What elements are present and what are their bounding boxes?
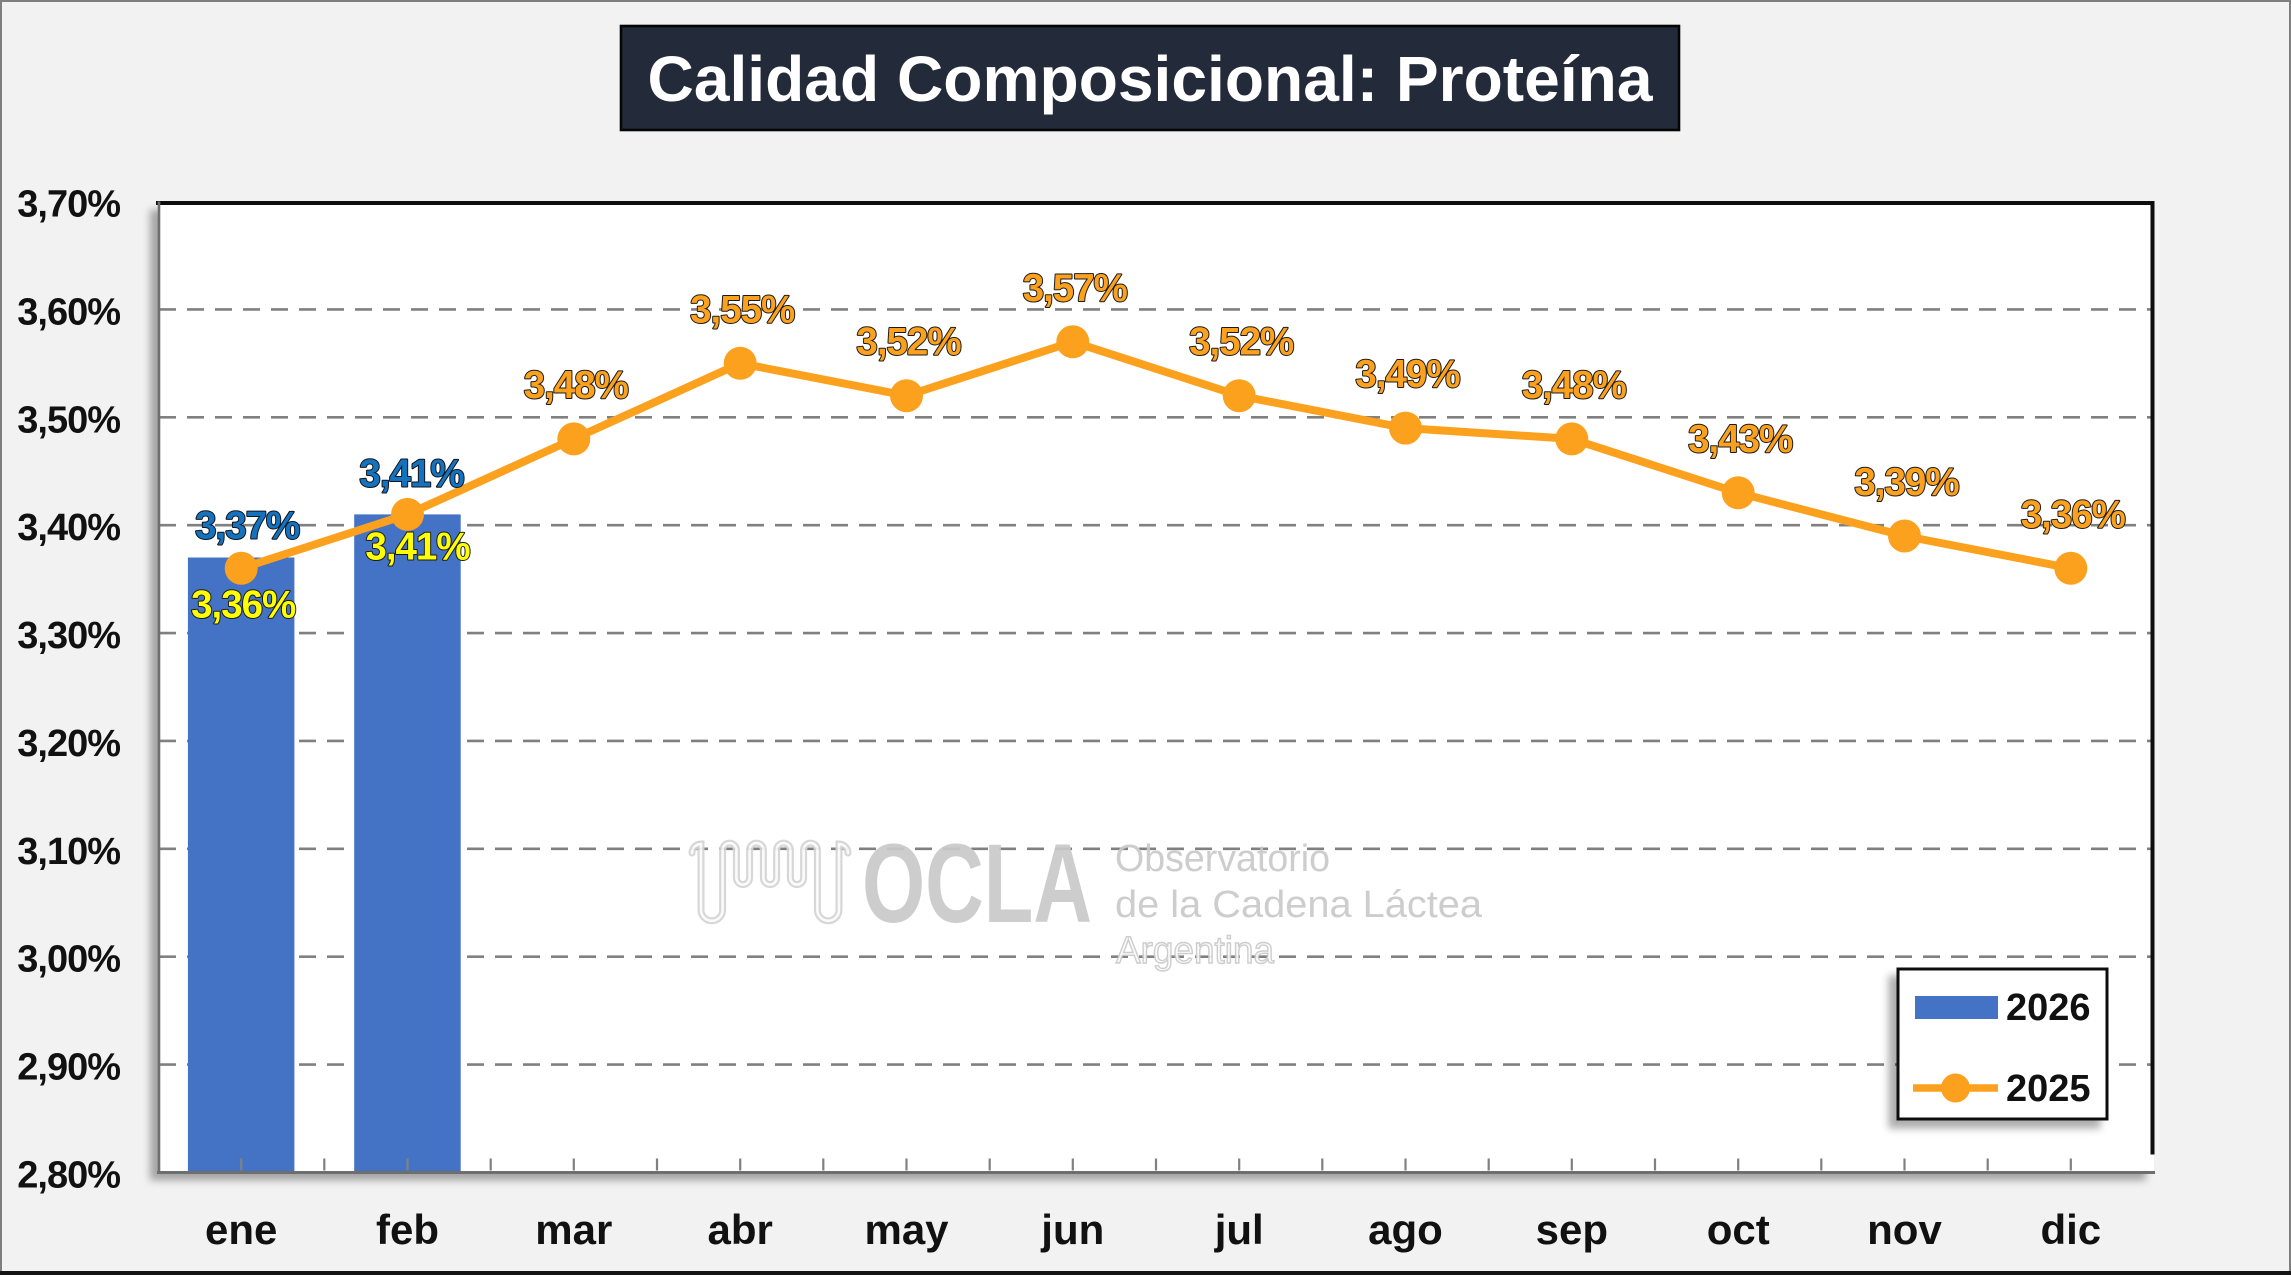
svg-text:3,70%: 3,70% <box>17 184 120 226</box>
svg-text:ago: ago <box>1368 1206 1443 1253</box>
svg-text:3,20%: 3,20% <box>17 723 120 765</box>
svg-text:3,40%: 3,40% <box>17 507 120 549</box>
svg-text:3,36%: 3,36% <box>2021 493 2126 536</box>
svg-text:2026: 2026 <box>2006 987 2091 1029</box>
svg-text:3,49%: 3,49% <box>1355 353 1460 396</box>
svg-text:de la Cadena Láctea: de la Cadena Láctea <box>1115 884 1483 926</box>
svg-text:abr: abr <box>708 1206 773 1253</box>
svg-text:3,10%: 3,10% <box>17 831 120 873</box>
svg-text:feb: feb <box>376 1206 439 1253</box>
svg-text:3,57%: 3,57% <box>1023 267 1128 310</box>
svg-text:Observatorio: Observatorio <box>1115 838 1330 880</box>
svg-text:2025: 2025 <box>2006 1068 2091 1110</box>
svg-text:3,36%: 3,36% <box>191 583 296 626</box>
svg-text:3,41%: 3,41% <box>365 525 470 568</box>
svg-text:oct: oct <box>1707 1206 1770 1253</box>
svg-text:3,30%: 3,30% <box>17 615 120 657</box>
svg-text:3,55%: 3,55% <box>690 288 795 331</box>
svg-text:may: may <box>864 1206 949 1253</box>
svg-text:Argentina: Argentina <box>1116 930 1275 972</box>
svg-text:nov: nov <box>1867 1206 1942 1253</box>
svg-text:jul: jul <box>1214 1206 1264 1253</box>
svg-text:3,48%: 3,48% <box>1522 364 1627 407</box>
svg-text:3,37%: 3,37% <box>195 505 300 548</box>
svg-text:mar: mar <box>535 1206 612 1253</box>
svg-text:3,48%: 3,48% <box>524 364 629 407</box>
svg-text:3,41%: 3,41% <box>359 452 464 495</box>
svg-text:3,43%: 3,43% <box>1688 418 1793 461</box>
svg-text:dic: dic <box>2040 1206 2101 1253</box>
svg-text:2,80%: 2,80% <box>17 1155 120 1197</box>
svg-text:3,60%: 3,60% <box>17 291 120 333</box>
svg-text:jun: jun <box>1040 1206 1104 1253</box>
svg-text:OCLA: OCLA <box>862 821 1092 946</box>
svg-text:3,52%: 3,52% <box>856 321 961 364</box>
svg-text:Calidad Composicional: Proteín: Calidad Composicional: Proteína <box>648 43 1653 115</box>
svg-text:3,52%: 3,52% <box>1189 321 1294 364</box>
svg-text:3,00%: 3,00% <box>17 939 120 981</box>
svg-text:3,39%: 3,39% <box>1854 461 1959 504</box>
svg-text:3,50%: 3,50% <box>17 399 120 441</box>
svg-text:sep: sep <box>1536 1206 1608 1253</box>
svg-text:ene: ene <box>205 1206 277 1253</box>
svg-text:2,90%: 2,90% <box>17 1047 120 1089</box>
